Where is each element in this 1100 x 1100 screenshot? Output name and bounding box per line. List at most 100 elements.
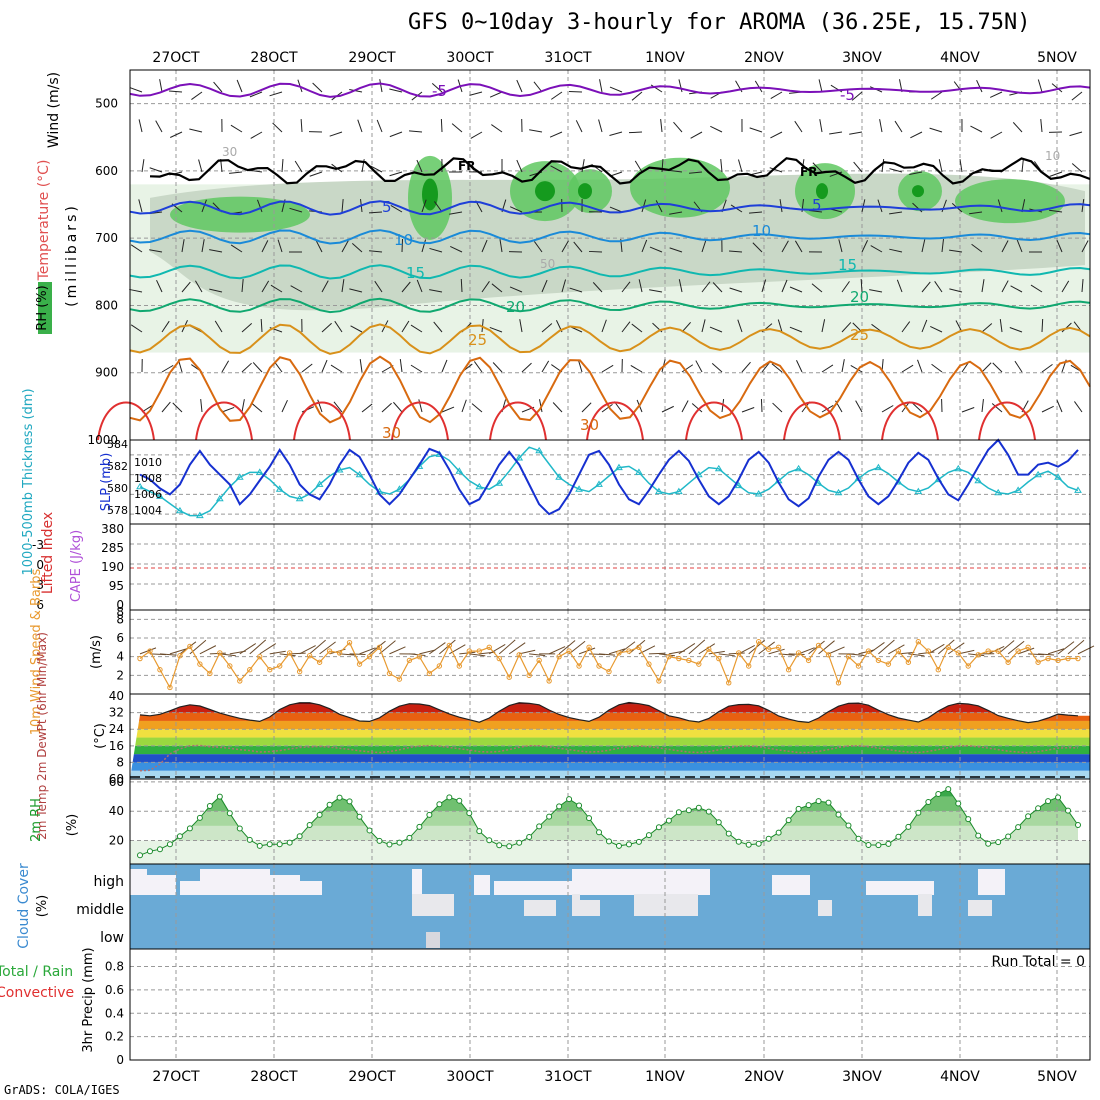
- wind-barb: [129, 288, 143, 293]
- wind10m-speed-line: [139, 640, 1078, 690]
- wind-barb: [749, 127, 763, 133]
- wind-barb: [250, 131, 263, 139]
- wind-barb: [853, 161, 863, 173]
- rh2m-point: [486, 837, 493, 844]
- wind-barb: [599, 79, 603, 93]
- wind-barb: [678, 79, 683, 93]
- wind-barb: [1041, 405, 1054, 413]
- rh2m-point: [606, 838, 612, 845]
- thickness-marker: [176, 506, 184, 514]
- temp-ytick-24: 24: [109, 722, 124, 736]
- upper-ytick-900: 900: [95, 366, 118, 380]
- run-total: Run Total = 0: [991, 954, 1085, 970]
- wind-barb: [991, 403, 1003, 413]
- wind10m-point: [975, 652, 981, 658]
- wind10m-barb: [508, 642, 526, 655]
- wind-barb: [200, 399, 203, 413]
- date-bottom-4NOV: 4NOV: [940, 1069, 980, 1085]
- dewpt-line: [139, 744, 1079, 772]
- wind10m-barb: [848, 653, 865, 656]
- wind-barb: [869, 289, 883, 293]
- rh2m-point: [366, 827, 373, 834]
- wind-barb: [533, 241, 543, 253]
- rh-core-1: [535, 181, 555, 202]
- wind10m-point: [326, 648, 333, 654]
- wind-barb: [741, 407, 755, 413]
- wind-barb: [999, 319, 1003, 333]
- thickness-marker: [156, 492, 164, 499]
- slp-ytick-1006: 1006: [134, 488, 162, 501]
- wind-barb: [138, 119, 143, 133]
- wind10m-point: [257, 653, 263, 660]
- wind-barb: [1081, 199, 1085, 213]
- contour-label-3: 5: [812, 196, 822, 214]
- wind10m-point: [865, 648, 872, 654]
- wind-barb: [841, 322, 852, 333]
- wind-barb: [1081, 240, 1089, 253]
- wind-barb: [269, 91, 283, 97]
- wind-barb: [789, 286, 803, 293]
- date-top-4NOV: 4NOV: [940, 50, 980, 66]
- rh-blob-4: [630, 157, 730, 218]
- rh2m-point: [875, 842, 882, 849]
- wind-barb: [389, 131, 403, 138]
- wind-barb: [1081, 279, 1084, 293]
- wind-barb: [492, 362, 503, 373]
- wind10m-point: [805, 657, 812, 664]
- cape-ytick-0: 0: [116, 598, 124, 612]
- wind-barb: [894, 120, 903, 133]
- rh2m-point: [546, 813, 553, 820]
- wind10m-barb: [379, 640, 396, 655]
- wind-barb: [981, 362, 992, 373]
- rh2m-point: [865, 841, 872, 848]
- rh2m-point: [216, 793, 223, 800]
- contour-label-15: FR: [800, 165, 817, 179]
- wind10m-barb: [219, 653, 236, 657]
- wind10m-point: [187, 643, 193, 650]
- wind-barb: [272, 122, 283, 133]
- chart-title: GFS 0~10day 3-hourly for AROMA (36.25E, …: [408, 10, 1031, 35]
- rh2m-point: [336, 794, 343, 801]
- wind10m-point: [376, 644, 383, 651]
- cloud-high-7: [474, 875, 490, 895]
- wind-barb: [691, 403, 703, 413]
- rh2m-ytick-20: 20: [109, 834, 124, 848]
- wind-barb: [401, 281, 411, 293]
- rh2m-point: [985, 840, 992, 847]
- wind-barb: [516, 79, 523, 93]
- cloud-level-low: low: [100, 930, 124, 946]
- rh2m-point: [176, 833, 183, 840]
- wind-barb: [329, 131, 343, 137]
- wind10m-barb: [519, 649, 536, 655]
- rh2m-point: [466, 810, 473, 817]
- thickness-marker: [315, 480, 324, 487]
- wind10m-point: [785, 667, 792, 673]
- thick-ytick-582: 582: [107, 460, 128, 473]
- wind-barb: [461, 399, 467, 413]
- contour-label-17: 50: [540, 257, 555, 271]
- wind-barb: [921, 319, 928, 333]
- wind-barb: [912, 202, 923, 213]
- thickness-marker: [275, 485, 284, 492]
- wind-barb: [601, 403, 613, 413]
- contour-label-13: 30: [580, 416, 599, 434]
- rh2m-point: [586, 815, 593, 822]
- temp-ytick-32: 32: [109, 706, 124, 720]
- wind-barb: [701, 239, 707, 253]
- contour-label-1: -5: [840, 86, 855, 104]
- rh2m-point: [386, 841, 393, 848]
- wind10m-barb: [239, 643, 257, 655]
- wind-barb: [434, 201, 443, 213]
- wind-barb: [209, 288, 223, 293]
- rh2m-point: [276, 841, 283, 848]
- rh2m-point: [566, 796, 573, 803]
- grads-credit: GrADS: COLA/IGES: [4, 1083, 120, 1097]
- date-top-31OCT: 31OCT: [544, 50, 592, 66]
- wind10m-barb: [908, 653, 925, 657]
- rh2m-point: [236, 825, 243, 832]
- isotherm-35-day8: [881, 401, 939, 441]
- rh2m-point: [925, 799, 932, 806]
- wind-barb: [981, 323, 993, 333]
- wind-barb: [161, 364, 174, 373]
- thickness-marker: [595, 480, 603, 487]
